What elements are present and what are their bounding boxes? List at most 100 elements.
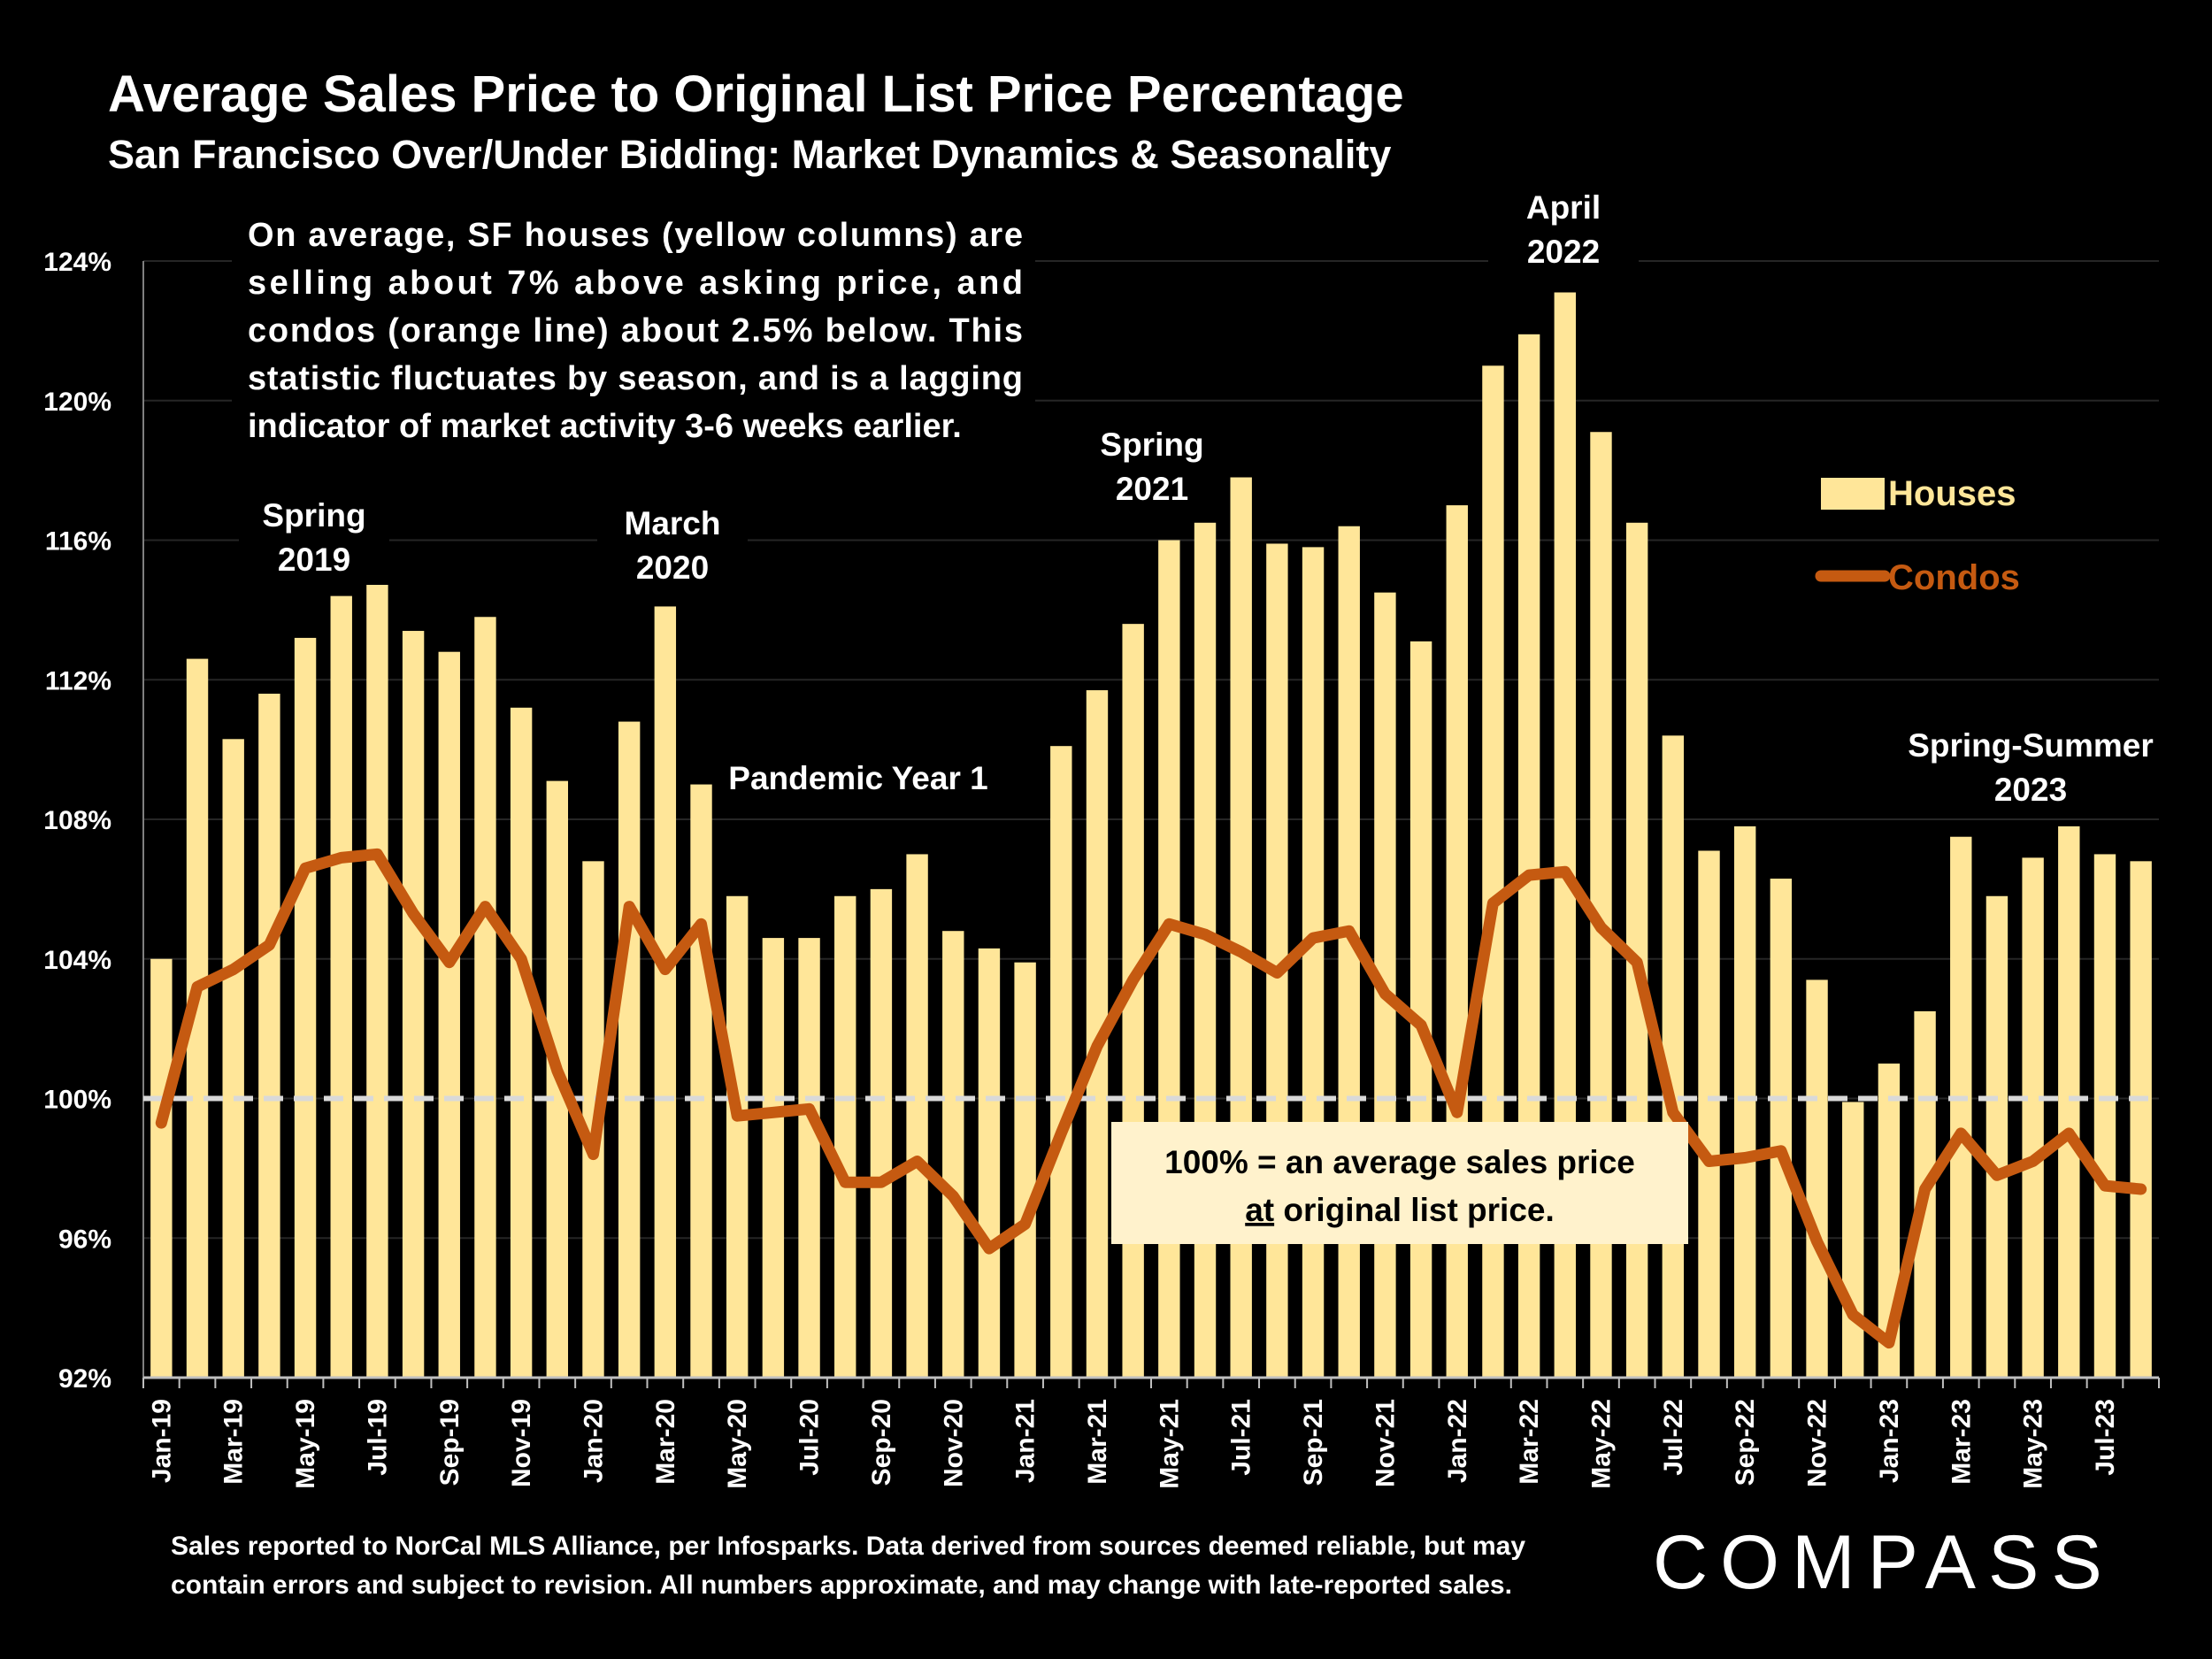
x-tick-label: Mar-22 [1515,1399,1544,1485]
houses-bar [474,617,496,1378]
houses-bar [150,958,173,1378]
y-tick-label: 116% [45,527,111,557]
y-tick-label: 112% [45,666,111,695]
y-tick-label: 108% [43,806,111,835]
houses-bar [1050,746,1072,1378]
y-tick-label: 92% [58,1364,111,1394]
x-tick-label: Mar-20 [651,1399,680,1485]
x-tick-label: Jan-22 [1443,1399,1472,1483]
houses-bar [654,606,677,1378]
houses-bar [1733,826,1756,1378]
x-tick-label: Jul-19 [363,1399,392,1476]
houses-bar [222,739,244,1378]
y-axis: 92% 96% 100% 104% 108% 112% 116% 120% 124% [43,248,144,1394]
y-tick-label: 120% [43,388,111,417]
x-tick-label: Nov-19 [507,1399,536,1487]
callout-line-1: 100% = an average sales price [1164,1144,1635,1180]
houses-bars [150,292,2152,1379]
annotation-text: April [1526,189,1601,226]
intro-text: On average, SF houses (yellow columns) a… [232,202,1035,458]
y-tick-label: 124% [43,248,111,277]
footnote-line: contain errors and subject to revision. … [171,1571,1512,1600]
callout-line-2: at original list price. [1245,1192,1555,1228]
annotation-background [1488,181,1639,277]
houses-bar [1158,540,1180,1378]
houses-bar [330,595,352,1378]
houses-bar [1302,547,1325,1378]
intro-line: condos (orange line) about 2.5% below. T… [248,312,1023,349]
houses-bar [1662,735,1685,1378]
houses-bar [726,895,749,1378]
intro-background [232,202,1035,458]
houses-bar [798,938,820,1378]
x-tick-label: Sep-20 [867,1399,896,1486]
houses-bar [366,578,388,1378]
legend-condos-label: Condos [1888,558,2020,597]
y-tick-label: 104% [43,946,111,975]
houses-bar [1842,1102,1864,1378]
annotation-text: 2020 [636,549,709,586]
houses-bar [1409,641,1432,1378]
x-tick-label: Jul-20 [795,1399,825,1476]
condos-line [155,848,2147,1349]
houses-bar [906,854,928,1378]
houses-bar [1446,505,1468,1378]
x-tick-label: Mar-19 [219,1399,249,1485]
annotations: Spring 2019 March 2020 Pandemic Year 1 Spring… [239,181,2163,815]
houses-bar [2022,857,2044,1378]
x-tick-label: May-21 [1155,1399,1184,1489]
legend-houses-swatch [1821,478,1885,510]
houses-bar [402,631,425,1378]
annotation-text: Pandemic Year 1 [728,760,987,796]
annotation-text: Spring-Summer [1908,727,2154,764]
x-tick-label: Sep-22 [1731,1399,1760,1486]
houses-bar [2130,861,2152,1378]
callout-box: 100% = an average sales price at origina… [1111,1122,1688,1244]
annotation-text: 2023 [1994,772,2067,808]
callout-underlined-word: at [1245,1192,1274,1228]
y-tick-label: 96% [58,1225,111,1254]
houses-bar [1770,879,1793,1378]
houses-bar [762,938,785,1378]
chart-subtitle: San Francisco Over/Under Bidding: Market… [108,132,1391,177]
houses-bar [1950,836,1972,1378]
houses-bar [2058,826,2080,1378]
houses-bar [618,721,641,1378]
brand-logo: COMPASS [1653,1520,2115,1605]
callout-line-2-rest: original list price. [1274,1192,1555,1228]
houses-bar [870,888,893,1378]
legend: Houses Condos [1815,474,2020,597]
x-tick-label: Jan-20 [579,1399,608,1483]
houses-bar [1806,979,1828,1378]
houses-bar [2093,854,2116,1378]
annotation-text: 2021 [1116,471,1188,507]
chart-title: Average Sales Price to Original List Pri… [108,65,1404,123]
intro-line: statistic fluctuates by season, and is a… [248,360,1023,397]
houses-bar [258,694,280,1378]
x-tick-label: Jan-21 [1011,1399,1041,1483]
houses-bar [510,707,533,1378]
x-axis: Jan-19 Mar-19 May-19 Jul-19 Sep-19 Nov-19 Jan-… [142,1376,2160,1489]
x-tick-label: Jul-23 [2091,1399,2120,1476]
annotation-background [1077,419,1227,514]
x-tick-label: Nov-20 [939,1399,968,1487]
x-tick-label: Nov-22 [1803,1399,1832,1487]
annotation-text: March [625,505,721,541]
houses-bar [942,931,964,1378]
x-tick-label: Mar-21 [1083,1399,1112,1485]
houses-bar [1698,850,1720,1378]
annotation-text: Spring [1100,426,1203,463]
houses-bar [1194,522,1217,1378]
houses-bar [1985,895,2008,1378]
houses-bar [690,784,712,1378]
intro-line: selling about 7% above asking price, and [248,265,1023,302]
annotation-background [1898,719,2163,815]
legend-houses-label: Houses [1888,474,2016,513]
x-tick-label: May-20 [723,1399,752,1489]
x-tick-label: Sep-21 [1299,1399,1328,1486]
annotation-text: Spring [262,497,365,534]
houses-bar [978,948,1001,1378]
x-tick-label: May-23 [2019,1399,2048,1489]
intro-line: On average, SF houses (yellow columns) a… [248,217,1023,254]
